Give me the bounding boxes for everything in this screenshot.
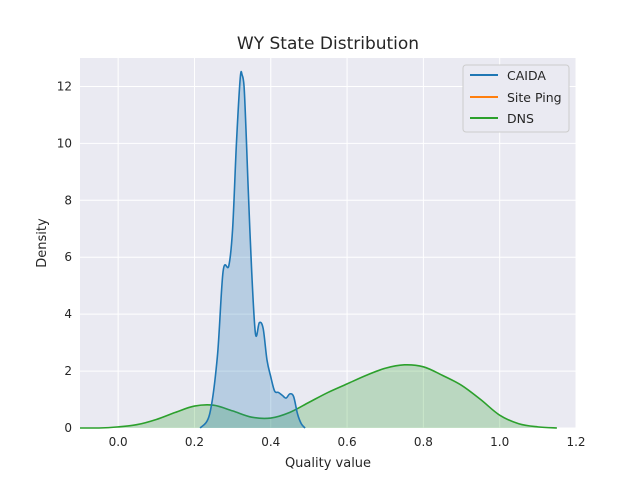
density-line-dns [80,363,557,429]
y-tick-label: 6 [64,250,72,264]
density-line-caida [199,70,306,429]
x-tick-label: 0.0 [109,435,128,449]
y-axis: 0 2 4 6 8 10 12 [57,79,72,435]
y-tick-label: 12 [57,79,72,93]
x-tick-label: 1.0 [490,435,509,449]
y-tick-label: 0 [64,421,72,435]
legend-label-caida: CAIDA [507,68,546,83]
y-tick-label: 10 [57,136,72,150]
y-axis-label: Density [35,218,50,268]
x-tick-label: 0.6 [338,435,357,449]
legend: CAIDA Site Ping DNS [462,64,570,133]
y-tick-label: 4 [64,307,72,321]
x-tick-label: 0.2 [185,435,204,449]
x-axis: 0.0 0.2 0.4 0.6 0.8 1.0 1.2 [109,435,586,449]
density-fill-caida [200,71,306,428]
y-tick-label: 8 [64,193,72,207]
y-tick-label: 2 [64,364,72,378]
x-tick-label: 0.4 [261,435,280,449]
x-tick-label: 1.2 [566,435,585,449]
legend-box [462,64,570,133]
chart-title: WY State Distribution [237,34,419,54]
series-layer [80,70,557,429]
x-tick-label: 0.8 [414,435,433,449]
legend-label-site-ping: Site Ping [507,90,562,105]
density-fill-dns [80,364,557,428]
legend-label-dns: DNS [507,111,534,126]
x-axis-label: Quality value [285,456,371,471]
